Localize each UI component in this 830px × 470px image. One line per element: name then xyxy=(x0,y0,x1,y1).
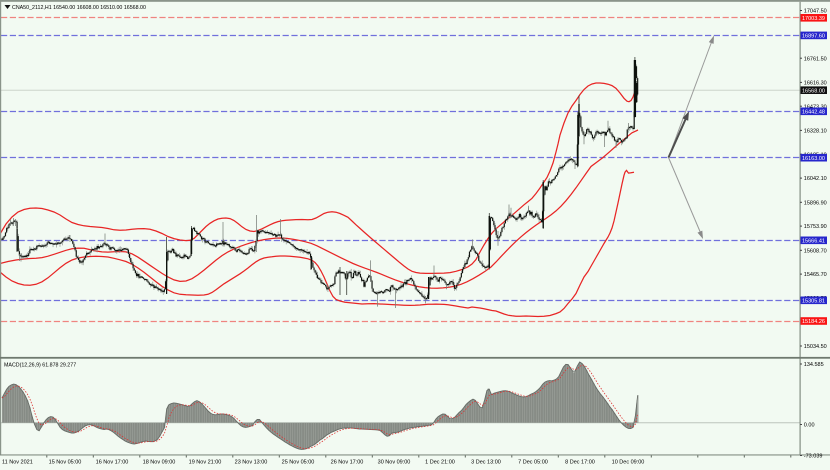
svg-text:15034.50: 15034.50 xyxy=(804,344,827,350)
svg-text:16616.30: 16616.30 xyxy=(804,81,827,87)
svg-text:16042.10: 16042.10 xyxy=(804,176,827,182)
svg-text:134.585: 134.585 xyxy=(804,362,824,368)
svg-text:16163.00: 16163.00 xyxy=(802,156,825,162)
svg-text:10 Dec 09:00: 10 Dec 09:00 xyxy=(612,460,645,466)
svg-text:25 Nov 05:00: 25 Nov 05:00 xyxy=(282,460,315,466)
svg-text:16897.60: 16897.60 xyxy=(802,34,825,40)
svg-text:16568.00: 16568.00 xyxy=(802,88,825,94)
svg-text:MACD(12,26,9) 61.878 29.277: MACD(12,26,9) 61.878 29.277 xyxy=(4,363,76,369)
svg-text:15 Nov 05:00: 15 Nov 05:00 xyxy=(49,460,82,466)
svg-text:15184.26: 15184.26 xyxy=(802,319,825,325)
svg-text:15305.81: 15305.81 xyxy=(802,299,825,305)
svg-text:15465.70: 15465.70 xyxy=(804,272,827,278)
svg-text:15666.41: 15666.41 xyxy=(802,239,825,245)
svg-text:17047.50: 17047.50 xyxy=(804,9,827,15)
svg-text:7 Dec 05:00: 7 Dec 05:00 xyxy=(518,460,548,466)
svg-text:-73.039: -73.039 xyxy=(804,454,823,460)
svg-text:16 Nov 17:00: 16 Nov 17:00 xyxy=(96,460,129,466)
svg-text:16761.50: 16761.50 xyxy=(804,56,827,62)
svg-text:CNA50_2112,H1 16540.00 16608.: CNA50_2112,H1 16540.00 16608.00 16510.00… xyxy=(12,5,146,11)
svg-text:11 Nov 2021: 11 Nov 2021 xyxy=(2,460,33,466)
svg-text:15896.90: 15896.90 xyxy=(804,200,827,206)
svg-text:18 Nov 09:00: 18 Nov 09:00 xyxy=(143,460,176,466)
svg-text:17003.39: 17003.39 xyxy=(802,16,825,22)
svg-text:15608.70: 15608.70 xyxy=(804,248,827,254)
svg-text:1 Dec 21:00: 1 Dec 21:00 xyxy=(425,460,455,466)
svg-text:3 Dec 13:00: 3 Dec 13:00 xyxy=(471,460,501,466)
svg-text:30 Nov 09:00: 30 Nov 09:00 xyxy=(378,460,411,466)
svg-text:16473.30: 16473.30 xyxy=(804,104,827,110)
svg-text:16328.10: 16328.10 xyxy=(804,129,827,135)
svg-text:15753.90: 15753.90 xyxy=(804,224,827,230)
svg-text:16442.48: 16442.48 xyxy=(802,110,825,116)
svg-text:19 Nov 21:00: 19 Nov 21:00 xyxy=(189,460,222,466)
svg-text:8 Dec 17:00: 8 Dec 17:00 xyxy=(565,460,595,466)
svg-text:26 Nov 17:00: 26 Nov 17:00 xyxy=(331,460,364,466)
svg-text:0.00: 0.00 xyxy=(804,423,815,429)
svg-text:23 Nov 13:00: 23 Nov 13:00 xyxy=(235,460,268,466)
